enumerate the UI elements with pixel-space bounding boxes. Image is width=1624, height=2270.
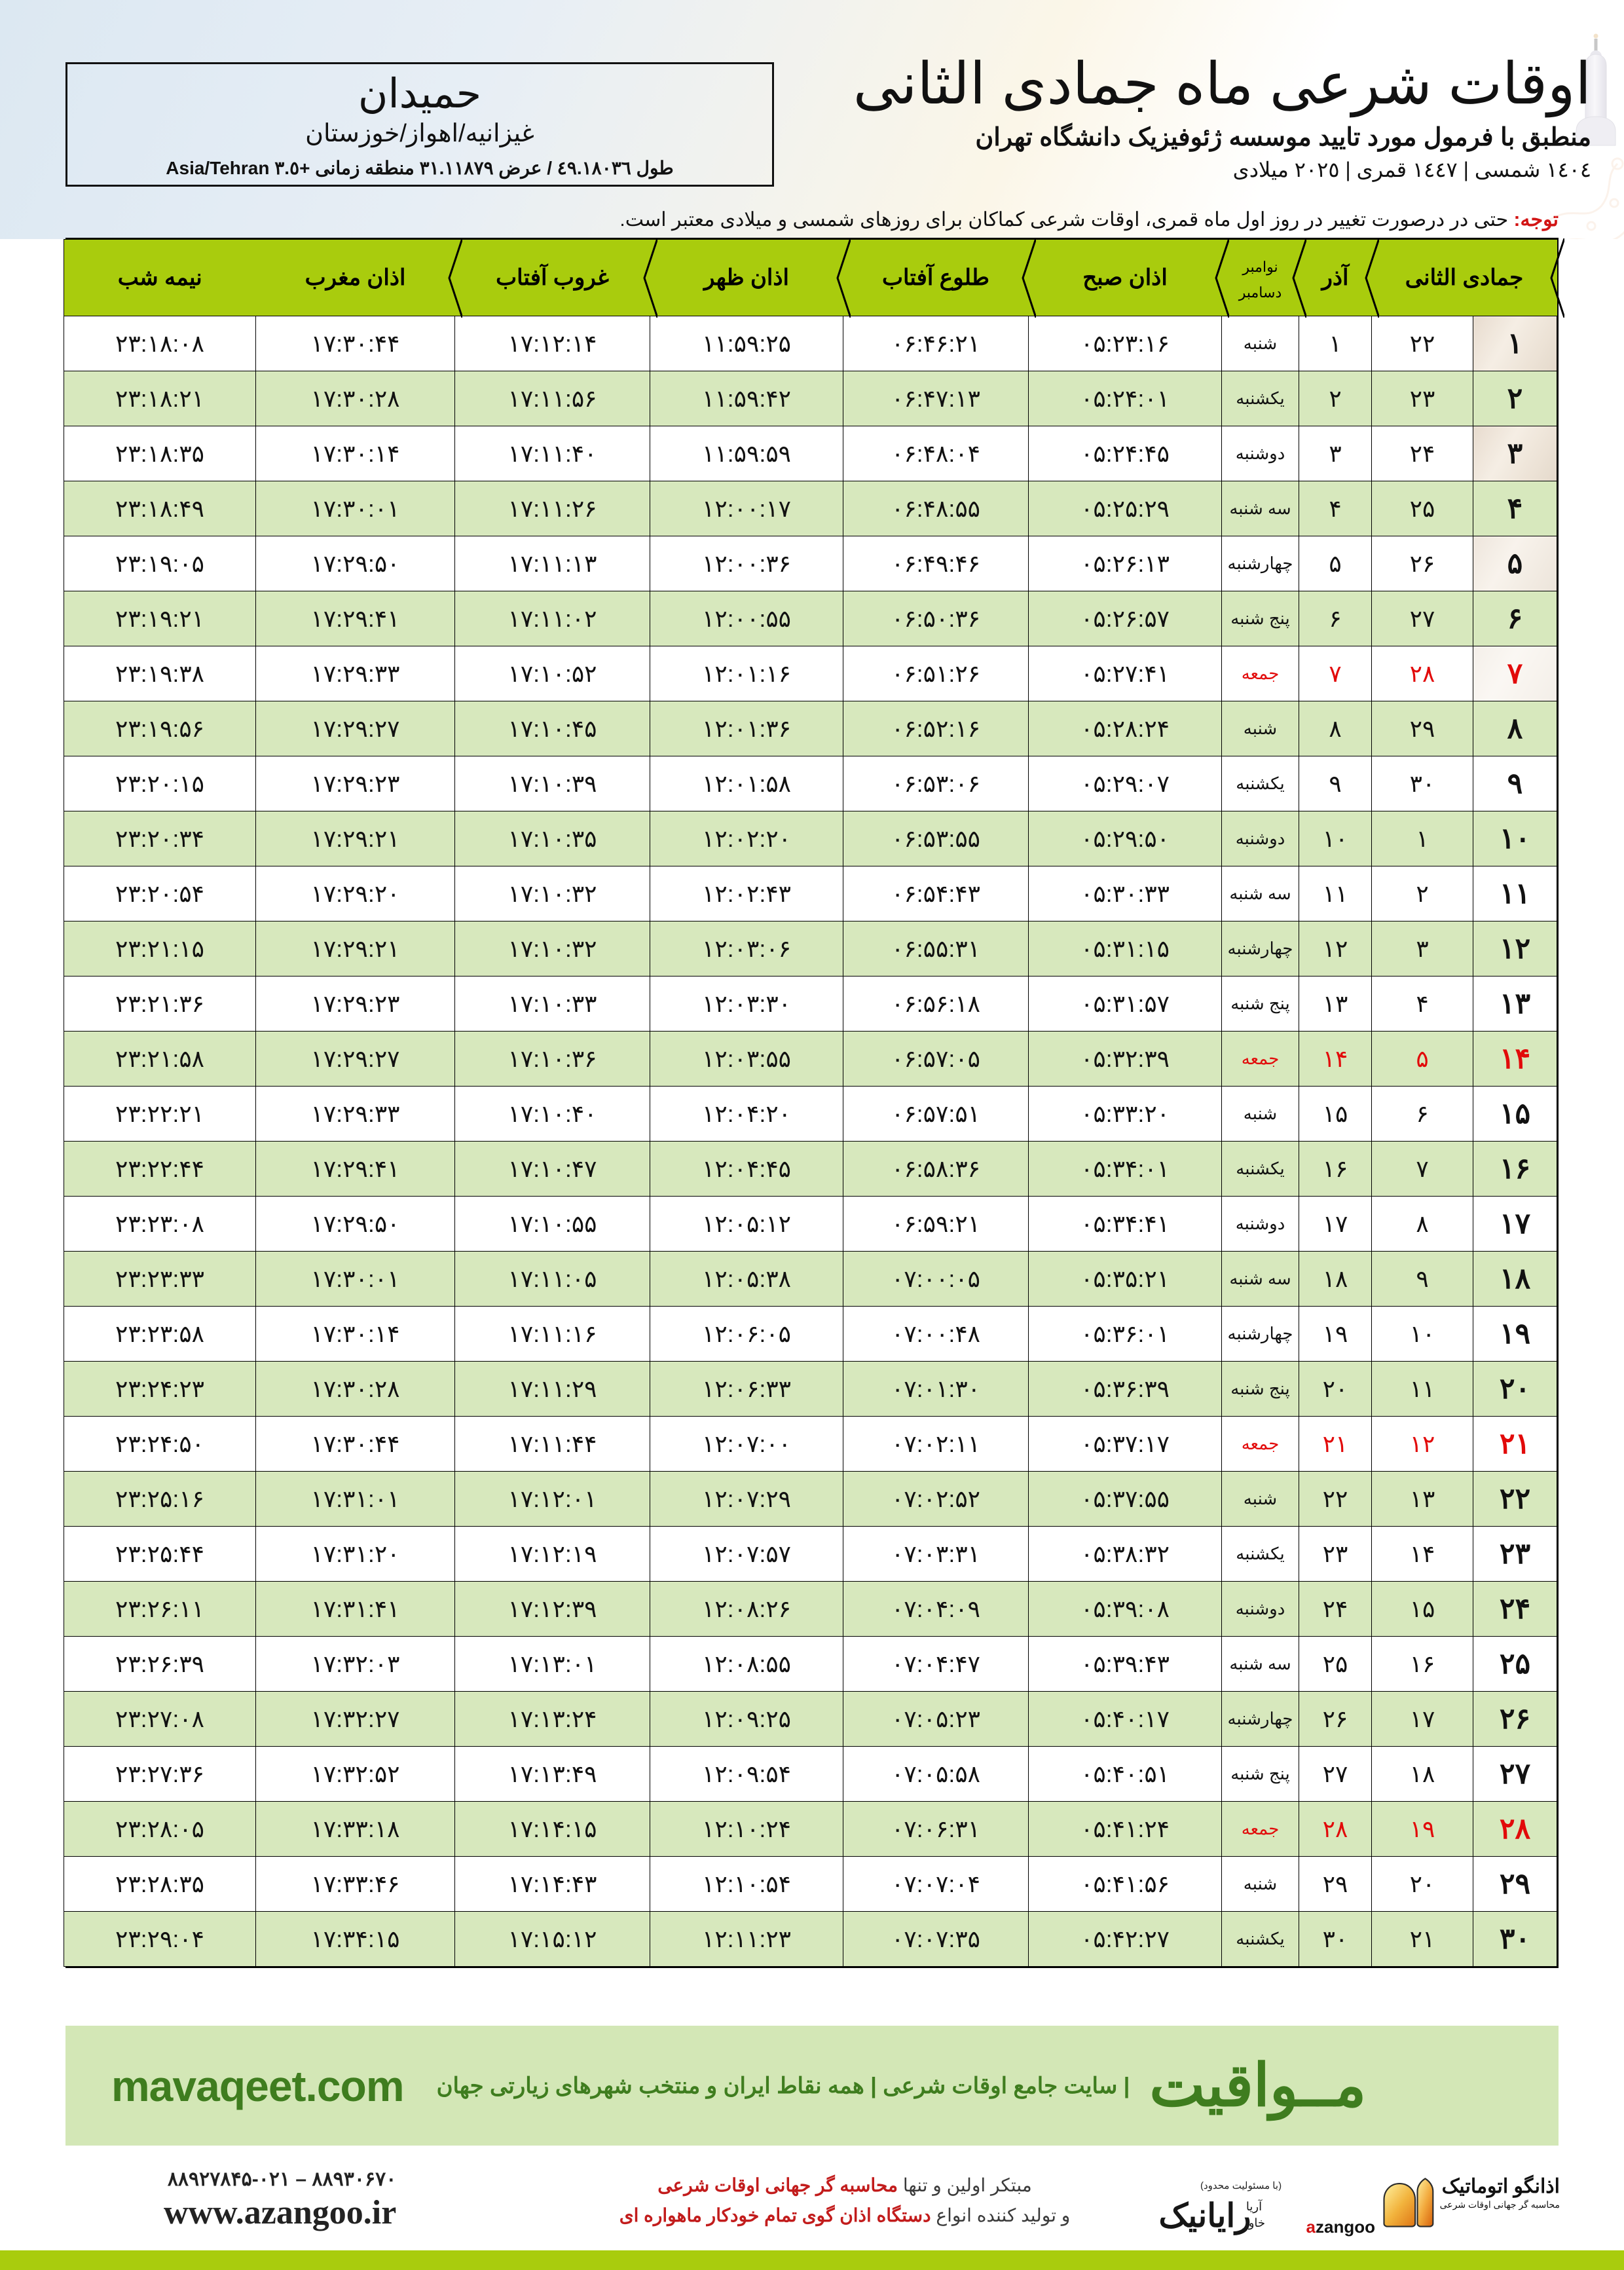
svg-text:محاسبه گر جهانی اوقات شرعی: محاسبه گر جهانی اوقات شرعی (1440, 2199, 1560, 2210)
svg-text:اذانگو اتوماتیک: اذانگو اتوماتیک (1442, 2174, 1560, 2198)
svg-text:azangoo: azangoo (1306, 2217, 1375, 2237)
